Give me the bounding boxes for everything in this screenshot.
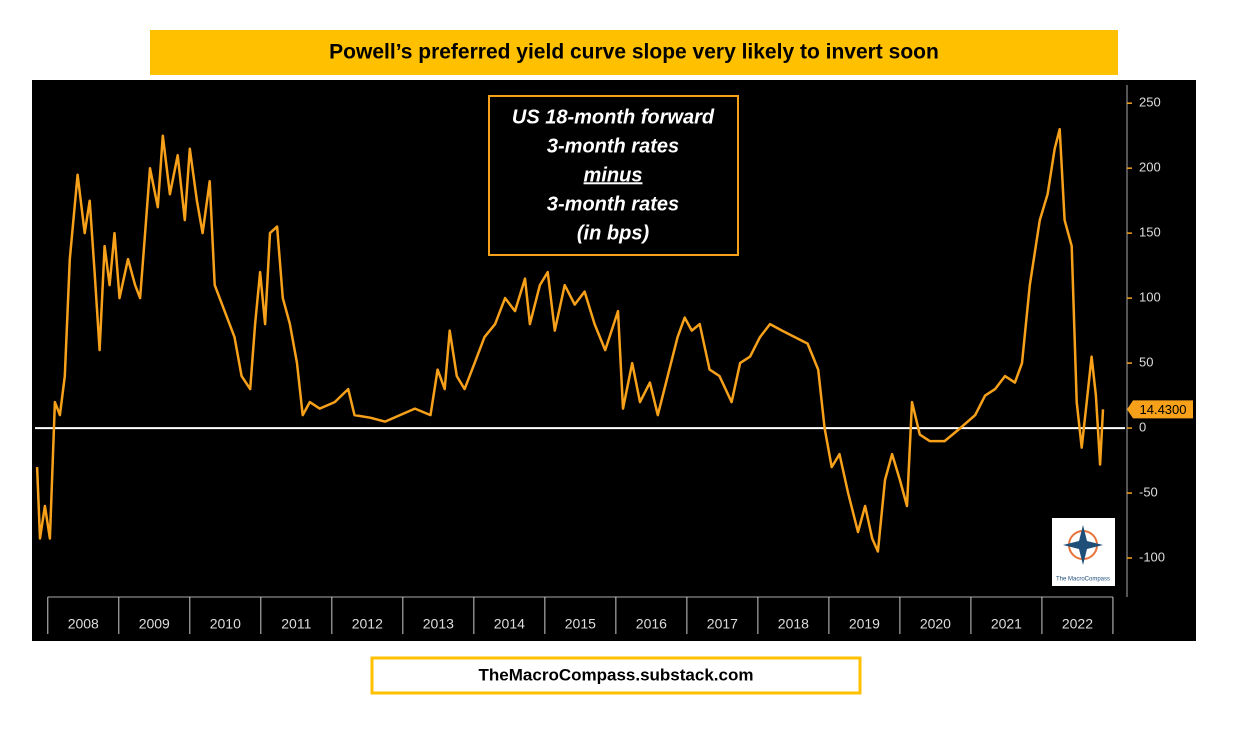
x-tick-label: 2020 bbox=[920, 616, 951, 632]
last-value-label: 14.4300 bbox=[1140, 402, 1187, 417]
plot: 250 200 150 100 50 0 -50 -100 2008 2009 2010 2011 20… bbox=[35, 85, 1193, 634]
footer: TheMacroCompass.substack.com bbox=[479, 665, 754, 684]
y-tick-label: 100 bbox=[1139, 290, 1161, 305]
x-tick-label: 2014 bbox=[494, 616, 525, 632]
x-tick-label: 2011 bbox=[281, 616, 311, 632]
x-tick-label: 2009 bbox=[139, 616, 170, 632]
annotation-line: US 18-month forward bbox=[512, 106, 715, 128]
x-tick-label: 2021 bbox=[991, 616, 1022, 632]
title-banner bbox=[150, 30, 1118, 75]
annotation-box bbox=[488, 95, 739, 256]
footer-box bbox=[370, 656, 862, 695]
y-tick-label: 0 bbox=[1139, 420, 1146, 435]
x-tick-label: 2019 bbox=[849, 616, 880, 632]
y-tick-label: -100 bbox=[1139, 549, 1165, 564]
annotation-line: minus bbox=[584, 164, 643, 186]
annotation-line: 3-month rates bbox=[547, 193, 679, 215]
x-tick-label: 2016 bbox=[636, 616, 667, 632]
x-tick-label: 2015 bbox=[565, 616, 596, 632]
x-tick-label: 2017 bbox=[707, 616, 738, 632]
y-tick-label: 250 bbox=[1139, 95, 1161, 110]
logo: The MacroCompass bbox=[1052, 518, 1115, 586]
annotation-line: 3-month rates bbox=[547, 135, 679, 157]
y-tick-label: -50 bbox=[1139, 484, 1158, 499]
series-line bbox=[35, 127, 1105, 553]
y-tick-label: 50 bbox=[1139, 355, 1153, 370]
x-tick-label: 2013 bbox=[423, 616, 454, 632]
y-tick-label: 200 bbox=[1139, 160, 1161, 175]
x-tick-label: 2022 bbox=[1062, 616, 1093, 632]
last-value-tag bbox=[1127, 400, 1193, 419]
x-tick-label: 2018 bbox=[778, 616, 809, 632]
chart-title: Powell’s preferred yield curve slope ver… bbox=[329, 41, 939, 64]
annotation-line: (in bps) bbox=[577, 222, 650, 244]
x-tick-label: 2010 bbox=[210, 616, 241, 632]
x-tick-label: 2012 bbox=[352, 616, 383, 632]
logo-text: The MacroCompass bbox=[1056, 577, 1110, 583]
y-tick-label: 150 bbox=[1139, 225, 1161, 240]
x-tick-label: 2008 bbox=[68, 616, 99, 632]
